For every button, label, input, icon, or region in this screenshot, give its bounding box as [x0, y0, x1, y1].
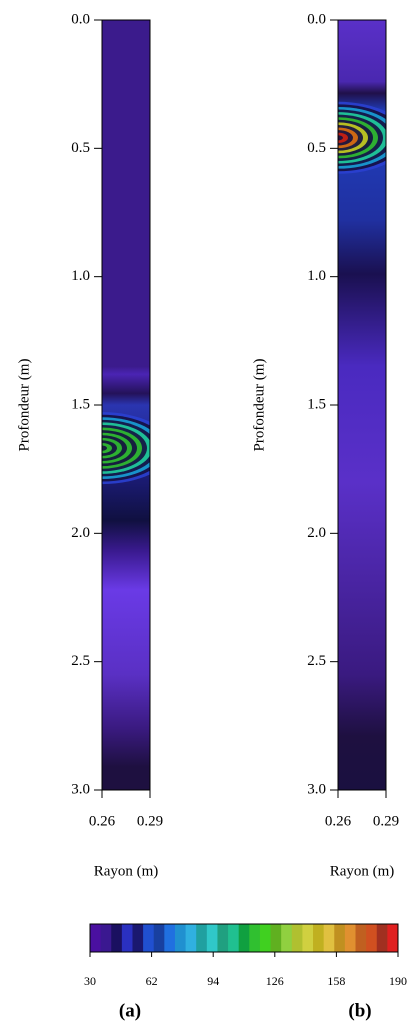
- panel-label: (a): [119, 1000, 141, 1021]
- colorbar-band: [206, 924, 218, 952]
- y-tick-label: 0.5: [307, 140, 326, 156]
- y-tick-label: 2.0: [71, 525, 90, 541]
- hot-spot: [102, 412, 150, 485]
- colorbar-band: [132, 924, 144, 952]
- colorbar-band: [270, 924, 282, 952]
- colorbar-tick-label: 94: [207, 974, 219, 988]
- x-tick-label: 0.29: [373, 813, 399, 829]
- colorbar-band: [196, 924, 208, 952]
- contour-band: [338, 135, 343, 141]
- colorbar-band: [228, 924, 240, 952]
- colorbar-band: [366, 924, 378, 952]
- contour-band: [102, 445, 107, 451]
- x-tick-label: 0.29: [137, 813, 163, 829]
- colorbar-band: [302, 924, 314, 952]
- y-tick-label: 1.5: [71, 396, 90, 412]
- y-tick-label: 0.0: [71, 11, 90, 27]
- colorbar-band: [100, 924, 112, 952]
- x-axis-label: Rayon (m): [94, 863, 159, 879]
- colorbar-band: [217, 924, 229, 952]
- colorbar-band: [143, 924, 155, 952]
- colorbar-band: [90, 924, 102, 952]
- y-tick-label: 3.0: [71, 781, 90, 797]
- y-tick-label: 0.0: [307, 11, 326, 27]
- colorbar-tick-label: 158: [327, 974, 345, 988]
- colorbar-band: [259, 924, 272, 952]
- colorbar-frame: [89, 923, 399, 953]
- colorbar-band: [355, 924, 367, 952]
- y-tick-label: 1.5: [307, 396, 326, 412]
- colorbar-band: [323, 924, 335, 952]
- y-tick-label: 2.5: [307, 653, 326, 669]
- y-tick-label: 1.0: [71, 268, 90, 284]
- x-tick-label: 0.26: [89, 813, 116, 829]
- heatmap-field: [102, 20, 150, 790]
- x-tick-label: 0.26: [325, 813, 352, 829]
- colorbar-band: [153, 924, 165, 952]
- colorbar-band: [249, 924, 261, 952]
- y-tick-label: 0.5: [71, 140, 90, 156]
- y-axis-label: Profondeur (m): [251, 359, 267, 452]
- colorbar-band: [376, 924, 388, 952]
- x-axis-label: Rayon (m): [330, 863, 395, 879]
- colorbar-band: [121, 924, 133, 952]
- colorbar-band: [291, 924, 303, 952]
- y-tick-label: 1.0: [307, 268, 326, 284]
- colorbar-band: [111, 924, 123, 952]
- colorbar-tick-label: 62: [146, 974, 158, 988]
- y-tick-label: 2.0: [307, 525, 326, 541]
- colorbar-tick-label: 30: [84, 974, 96, 988]
- y-axis-label: Profondeur (m): [16, 359, 32, 452]
- colorbar-tick-label: 190: [389, 974, 407, 988]
- colorbar-tick-label: 126: [266, 974, 284, 988]
- colorbar-band: [334, 924, 346, 952]
- colorbar-band: [174, 924, 187, 952]
- colorbar-band: [281, 924, 293, 952]
- colorbar-band: [344, 924, 357, 952]
- colorbar-band: [185, 924, 197, 952]
- colorbar-band: [238, 924, 250, 952]
- y-tick-label: 2.5: [71, 653, 90, 669]
- hot-spot: [338, 101, 386, 174]
- colorbar-band: [387, 924, 399, 952]
- panel-label: (b): [348, 1000, 371, 1021]
- colorbar-band: [164, 924, 176, 952]
- colorbar-band: [313, 924, 325, 952]
- y-tick-label: 3.0: [307, 781, 326, 797]
